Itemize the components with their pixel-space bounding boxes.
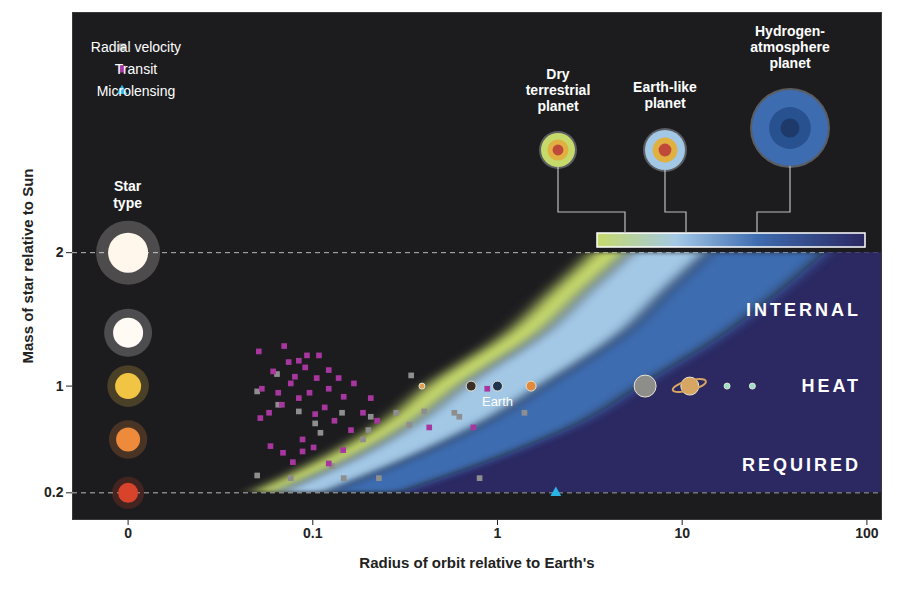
svg-text:2: 2: [56, 244, 64, 260]
svg-text:Earth-likeplanet: Earth-likeplanet: [633, 79, 697, 111]
svg-text:Mass of star relative to Sun: Mass of star relative to Sun: [19, 168, 36, 363]
svg-text:1: 1: [494, 525, 502, 541]
svg-text:Microlensing: Microlensing: [97, 83, 176, 99]
svg-text:REQUIRED: REQUIRED: [742, 455, 861, 475]
svg-text:0.1: 0.1: [303, 525, 323, 541]
svg-text:100: 100: [855, 525, 879, 541]
svg-text:Radius of orbit relative to Ea: Radius of orbit relative to Earth's: [359, 554, 594, 571]
svg-text:Earth: Earth: [482, 394, 513, 409]
svg-text:0: 0: [124, 525, 132, 541]
svg-text:INTERNAL: INTERNAL: [746, 300, 861, 320]
svg-text:0.2: 0.2: [44, 484, 64, 500]
svg-text:HEAT: HEAT: [801, 376, 861, 396]
svg-text:Radial velocity: Radial velocity: [91, 39, 181, 55]
svg-text:Dryterrestrialplanet: Dryterrestrialplanet: [526, 66, 591, 114]
svg-text:10: 10: [674, 525, 690, 541]
svg-text:Hydrogen-atmosphereplanet: Hydrogen-atmosphereplanet: [750, 23, 830, 71]
svg-text:Startype: Startype: [113, 178, 142, 211]
svg-text:1: 1: [56, 378, 64, 394]
svg-text:Transit: Transit: [115, 61, 157, 77]
